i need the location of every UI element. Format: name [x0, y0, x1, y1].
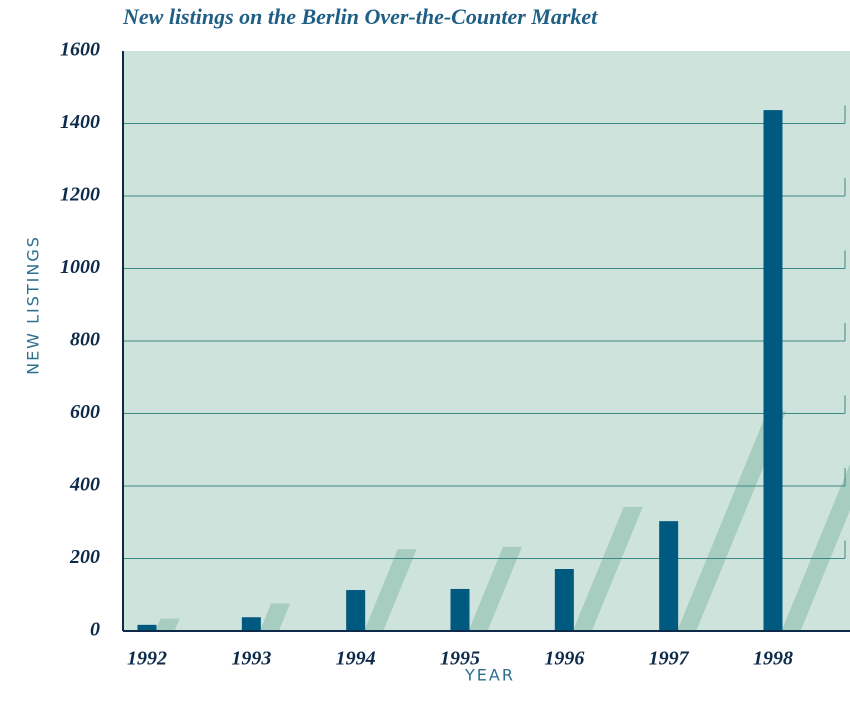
y-tick-label: 1600	[60, 39, 100, 61]
bar	[451, 589, 470, 631]
x-tick-label: 1993	[231, 648, 271, 670]
x-tick-label: 1997	[649, 648, 690, 670]
bar	[764, 110, 783, 631]
chart: New listings on the Berlin Over-the-Coun…	[0, 0, 850, 710]
y-tick-label: 0	[90, 619, 100, 641]
bar	[346, 590, 365, 631]
bar	[242, 617, 261, 631]
y-tick-label: 1200	[60, 184, 100, 206]
y-tick-label: 800	[70, 329, 100, 351]
x-tick-label: 1995	[440, 648, 480, 670]
x-tick-label: 1994	[336, 648, 376, 670]
y-tick-label: 1400	[60, 111, 100, 133]
x-tick-label: 1998	[753, 648, 793, 670]
bar	[659, 521, 678, 631]
y-axis-label: NEW LISTINGS	[24, 235, 43, 375]
chart-title: New listings on the Berlin Over-the-Coun…	[122, 4, 598, 29]
y-tick-label: 1000	[60, 256, 100, 278]
x-tick-label: 1996	[544, 648, 584, 670]
y-tick-label: 400	[69, 474, 100, 496]
y-tick-label: 200	[69, 546, 100, 568]
y-tick-label: 600	[70, 401, 100, 423]
bar	[555, 569, 574, 631]
x-tick-label: 1992	[127, 648, 167, 670]
